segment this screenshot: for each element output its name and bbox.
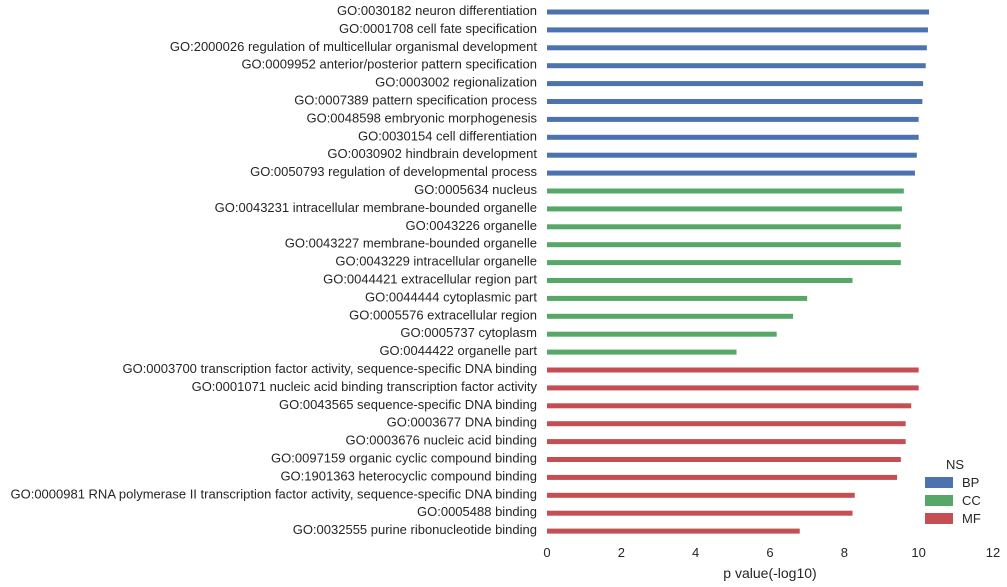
category-label: GO:0001708 cell fate specification bbox=[339, 21, 537, 36]
category-label: GO:0043227 membrane-bounded organelle bbox=[285, 236, 537, 251]
x-tick-label: 12 bbox=[986, 545, 1000, 560]
category-label: GO:0009952 anterior/posterior pattern sp… bbox=[241, 57, 537, 72]
bar-mf bbox=[547, 492, 855, 498]
bar-bp bbox=[547, 9, 930, 15]
x-tick-label: 10 bbox=[911, 545, 925, 560]
bar-cc bbox=[547, 206, 902, 212]
bar-mf bbox=[547, 439, 906, 445]
category-label: GO:0003677 DNA binding bbox=[387, 415, 537, 430]
legend-label-cc: CC bbox=[962, 493, 981, 508]
category-label: GO:0097159 organic cyclic compound bindi… bbox=[271, 451, 537, 466]
bar-mf bbox=[547, 457, 901, 462]
category-label: GO:0005488 binding bbox=[417, 504, 537, 519]
bar-bp bbox=[547, 99, 923, 104]
x-axis-ticks: 0 2 4 6 8 10 12 bbox=[543, 545, 1000, 560]
x-tick-label: 6 bbox=[766, 545, 773, 560]
legend-items: BP CC MF bbox=[925, 475, 981, 526]
bar-bp bbox=[547, 27, 928, 33]
category-label: GO:0050793 regulation of developmental p… bbox=[250, 164, 537, 179]
bar-cc bbox=[547, 331, 777, 337]
bar-mf bbox=[547, 421, 906, 427]
category-label: GO:0003700 transcription factor activity… bbox=[122, 361, 537, 376]
category-label: GO:0044422 organelle part bbox=[379, 343, 537, 358]
bar-cc bbox=[547, 295, 808, 301]
legend-swatch-bp bbox=[925, 477, 953, 488]
x-tick-label: 2 bbox=[618, 545, 625, 560]
bar-cc bbox=[547, 313, 794, 319]
bar-cc bbox=[547, 242, 901, 248]
category-label: GO:0043226 organelle bbox=[405, 218, 537, 233]
bar-bp bbox=[547, 81, 924, 87]
bar-bp bbox=[547, 134, 919, 140]
bar-cc bbox=[547, 188, 904, 194]
bars-group bbox=[547, 9, 930, 534]
bar-bp bbox=[547, 63, 926, 69]
category-label: GO:0044421 extracellular region part bbox=[323, 272, 537, 287]
category-label: GO:0030182 neuron differentiation bbox=[337, 3, 537, 18]
category-label: GO:0030154 cell differentiation bbox=[358, 128, 537, 143]
legend: NS BP CC MF bbox=[925, 457, 981, 526]
category-label: GO:0043229 intracellular organelle bbox=[335, 254, 537, 269]
category-label: GO:0048598 embryonic morphogenesis bbox=[306, 110, 537, 125]
bar-mf bbox=[547, 385, 919, 391]
bar-bp bbox=[547, 170, 915, 176]
category-label: GO:0007389 pattern specification process bbox=[294, 93, 537, 108]
bar-cc bbox=[547, 260, 901, 266]
category-label: GO:0044444 cytoplasmic part bbox=[365, 289, 537, 304]
category-label: GO:0005576 extracellular region bbox=[349, 307, 537, 322]
legend-label-mf: MF bbox=[962, 511, 981, 526]
category-label: GO:0043565 sequence-specific DNA binding bbox=[279, 397, 537, 412]
x-tick-label: 8 bbox=[841, 545, 848, 560]
bar-bp bbox=[547, 45, 927, 51]
legend-title: NS bbox=[946, 457, 964, 472]
legend-label-bp: BP bbox=[962, 475, 979, 490]
bar-mf bbox=[547, 403, 912, 409]
bar-cc bbox=[547, 349, 737, 355]
category-label: GO:0043231 intracellular membrane-bounde… bbox=[215, 200, 537, 215]
x-axis-title: p value(-log10) bbox=[723, 565, 816, 581]
bar-bp bbox=[547, 116, 919, 122]
category-label: GO:0000981 RNA polymerase II transcripti… bbox=[10, 486, 537, 501]
x-tick-label: 0 bbox=[543, 545, 550, 560]
legend-swatch-cc bbox=[925, 495, 953, 506]
category-labels: GO:0030182 neuron differentiation GO:0001… bbox=[10, 3, 537, 537]
category-label: GO:0005634 nucleus bbox=[414, 182, 537, 197]
category-label: GO:0001071 nucleic acid binding transcri… bbox=[192, 379, 538, 394]
category-label: GO:0032555 purine ribonucleotide binding bbox=[293, 522, 537, 537]
legend-swatch-mf bbox=[925, 513, 953, 524]
bar-bp bbox=[547, 152, 917, 158]
category-label: GO:0003002 regionalization bbox=[375, 75, 537, 90]
bar-cc bbox=[547, 224, 901, 230]
bar-mf bbox=[547, 474, 898, 480]
category-label: GO:2000026 regulation of multicellular o… bbox=[170, 39, 537, 54]
bar-cc bbox=[547, 278, 853, 283]
category-label: GO:1901363 heterocyclic compound binding bbox=[280, 468, 537, 483]
bar-mf bbox=[547, 367, 919, 373]
bar-mf bbox=[547, 510, 853, 516]
bar-mf bbox=[547, 528, 800, 534]
category-label: GO:0003676 nucleic acid binding bbox=[345, 433, 537, 448]
category-label: GO:0005737 cytoplasm bbox=[400, 325, 537, 340]
x-tick-label: 4 bbox=[692, 545, 699, 560]
category-label: GO:0030902 hindbrain development bbox=[327, 146, 537, 161]
